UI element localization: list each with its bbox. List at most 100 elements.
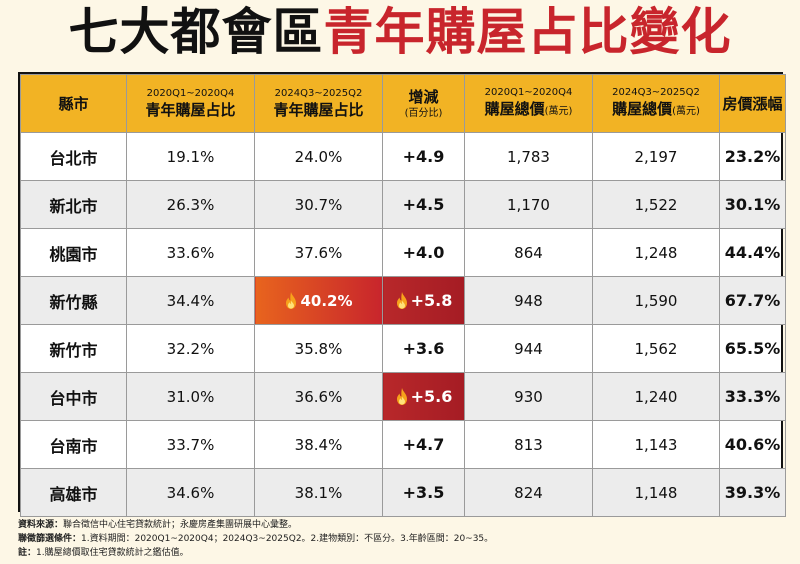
page-title: 七大都會區青年購屋占比變化 bbox=[0, 0, 800, 64]
cell-city-value: 新竹市 bbox=[49, 340, 98, 360]
cell-share-2020: 33.7% bbox=[126, 420, 255, 469]
cell-city: 桃園市 bbox=[20, 228, 127, 277]
table-header-row: 縣市 2020Q1~2020Q4 青年購屋占比 2024Q3~2025Q2 青年購屋… bbox=[20, 74, 786, 133]
cell-change: +5.8 bbox=[382, 276, 465, 325]
cell-change-value: +5.8 bbox=[410, 291, 453, 310]
cell-share-2020-value: 26.3% bbox=[166, 195, 215, 214]
cell-share-2024: 35.8% bbox=[254, 324, 383, 373]
cell-price-2020-value: 824 bbox=[514, 483, 543, 502]
cell-city-value: 新北市 bbox=[49, 196, 98, 216]
cell-share-2020: 19.1% bbox=[126, 132, 255, 181]
data-table: 縣市 2020Q1~2020Q4 青年購屋占比 2024Q3~2025Q2 青年購屋… bbox=[18, 72, 786, 517]
cell-price-2024: 1,148 bbox=[592, 468, 720, 517]
cell-change-value: +4.0 bbox=[402, 243, 445, 262]
cell-growth: 67.7% bbox=[719, 276, 786, 325]
cell-price-2020-value: 864 bbox=[514, 243, 543, 262]
cell-city: 新竹縣 bbox=[20, 276, 127, 325]
cell-price-2024-value: 1,590 bbox=[634, 291, 678, 310]
fire-icon bbox=[396, 292, 407, 309]
table-row: 新北市 26.3% 30.7% +4.5 1,170 1,522 30.1% bbox=[20, 180, 786, 229]
cell-share-2024-value: 37.6% bbox=[294, 243, 343, 262]
cell-price-2020-value: 1,170 bbox=[507, 195, 550, 214]
cell-growth: 33.3% bbox=[719, 372, 786, 421]
cell-growth-value: 65.5% bbox=[724, 339, 781, 358]
fire-icon bbox=[396, 388, 407, 405]
cell-change: +4.0 bbox=[382, 228, 465, 277]
title-part2: 青年購屋占比變化 bbox=[323, 3, 732, 61]
cell-growth-value: 33.3% bbox=[724, 387, 781, 406]
cell-price-2024: 1,143 bbox=[592, 420, 720, 469]
cell-growth-value: 30.1% bbox=[724, 195, 781, 214]
cell-price-2020-value: 930 bbox=[514, 387, 543, 406]
table-row: 桃園市 33.6% 37.6% +4.0 864 1,248 44.4% bbox=[20, 228, 786, 277]
cell-change: +4.7 bbox=[382, 420, 465, 469]
cell-price-2024-value: 1,522 bbox=[634, 195, 678, 214]
table-row: 台北市 19.1% 24.0% +4.9 1,783 2,197 23.2% bbox=[20, 132, 786, 181]
cell-price-2024-value: 1,143 bbox=[634, 435, 678, 454]
cell-change-value: +3.5 bbox=[402, 483, 445, 502]
cell-price-2024: 2,197 bbox=[592, 132, 720, 181]
cell-price-2020: 864 bbox=[464, 228, 593, 277]
cell-growth: 40.6% bbox=[719, 420, 786, 469]
cell-share-2024-value: 38.4% bbox=[294, 435, 343, 454]
cell-change: +3.6 bbox=[382, 324, 465, 373]
cell-share-2020-value: 32.2% bbox=[166, 339, 215, 358]
cell-share-2020: 32.2% bbox=[126, 324, 255, 373]
cell-change: +5.6 bbox=[382, 372, 465, 421]
cell-price-2024-value: 2,197 bbox=[634, 147, 678, 166]
cell-price-2020: 944 bbox=[464, 324, 593, 373]
header-change: 增減 (百分比) bbox=[382, 74, 465, 133]
cell-price-2020: 824 bbox=[464, 468, 593, 517]
cell-share-2024: 37.6% bbox=[254, 228, 383, 277]
cell-share-2020-value: 19.1% bbox=[166, 147, 215, 166]
cell-price-2024: 1,248 bbox=[592, 228, 720, 277]
cell-share-2024: 38.4% bbox=[254, 420, 383, 469]
cell-city-value: 新竹縣 bbox=[49, 292, 98, 312]
cell-change-value: +4.9 bbox=[402, 147, 445, 166]
fire-icon bbox=[286, 291, 297, 309]
cell-city: 新北市 bbox=[20, 180, 127, 229]
cell-price-2024: 1,562 bbox=[592, 324, 720, 373]
cell-share-2020: 33.6% bbox=[126, 228, 255, 277]
cell-city-value: 台南市 bbox=[49, 436, 98, 456]
cell-price-2020-value: 948 bbox=[514, 291, 543, 310]
header-growth: 房價漲幅 bbox=[719, 74, 786, 133]
header-price-2020: 2020Q1~2020Q4 購屋總價(萬元) bbox=[464, 74, 593, 133]
cell-price-2020-value: 813 bbox=[514, 435, 543, 454]
cell-city: 台北市 bbox=[20, 132, 127, 181]
table-row: 新竹縣 34.4% 40.2% +5.8 948 1,590 67.7% bbox=[20, 276, 786, 325]
cell-share-2020: 31.0% bbox=[126, 372, 255, 421]
cell-city-value: 桃園市 bbox=[49, 244, 98, 264]
header-price-2024: 2024Q3~2025Q2 購屋總價(萬元) bbox=[592, 74, 720, 133]
cell-city: 台南市 bbox=[20, 420, 127, 469]
cell-share-2024-value: 35.8% bbox=[294, 339, 343, 358]
cell-change-value: +4.7 bbox=[402, 435, 445, 454]
cell-share-2024-value: 30.7% bbox=[294, 195, 343, 214]
cell-share-2020-value: 33.6% bbox=[166, 243, 215, 262]
cell-share-2020-value: 34.6% bbox=[166, 483, 215, 502]
table-row: 新竹市 32.2% 35.8% +3.6 944 1,562 65.5% bbox=[20, 324, 786, 373]
cell-share-2020-value: 33.7% bbox=[166, 435, 215, 454]
cell-price-2024-value: 1,248 bbox=[634, 243, 678, 262]
cell-price-2024: 1,522 bbox=[592, 180, 720, 229]
cell-growth: 44.4% bbox=[719, 228, 786, 277]
cell-price-2024: 1,240 bbox=[592, 372, 720, 421]
note-filter: 聯徵篩選條件：1.資料期間：2020Q1~2020Q4；2024Q3~2025Q… bbox=[18, 534, 494, 544]
cell-price-2024-value: 1,562 bbox=[634, 339, 678, 358]
cell-price-2024-value: 1,148 bbox=[634, 483, 678, 502]
cell-city-value: 台中市 bbox=[49, 388, 98, 408]
header-city: 縣市 bbox=[20, 74, 127, 133]
table-row: 台中市 31.0% 36.6% +5.6 930 1,240 33.3% bbox=[20, 372, 786, 421]
cell-growth-value: 67.7% bbox=[724, 291, 781, 310]
cell-change-value: +5.6 bbox=[410, 387, 453, 406]
title-part1: 七大都會區 bbox=[68, 3, 324, 61]
cell-city: 台中市 bbox=[20, 372, 127, 421]
cell-growth: 39.3% bbox=[719, 468, 786, 517]
cell-change-value: +3.6 bbox=[402, 339, 445, 358]
table-row: 台南市 33.7% 38.4% +4.7 813 1,143 40.6% bbox=[20, 420, 786, 469]
cell-growth-value: 39.3% bbox=[724, 483, 781, 502]
cell-price-2020: 930 bbox=[464, 372, 593, 421]
cell-city-value: 台北市 bbox=[49, 148, 98, 168]
footnotes: 資料來源：聯合徵信中心住宅貸款統計；永慶房產集團研展中心彙整。 聯徵篩選條件：1… bbox=[18, 518, 783, 560]
cell-share-2020: 34.4% bbox=[126, 276, 255, 325]
